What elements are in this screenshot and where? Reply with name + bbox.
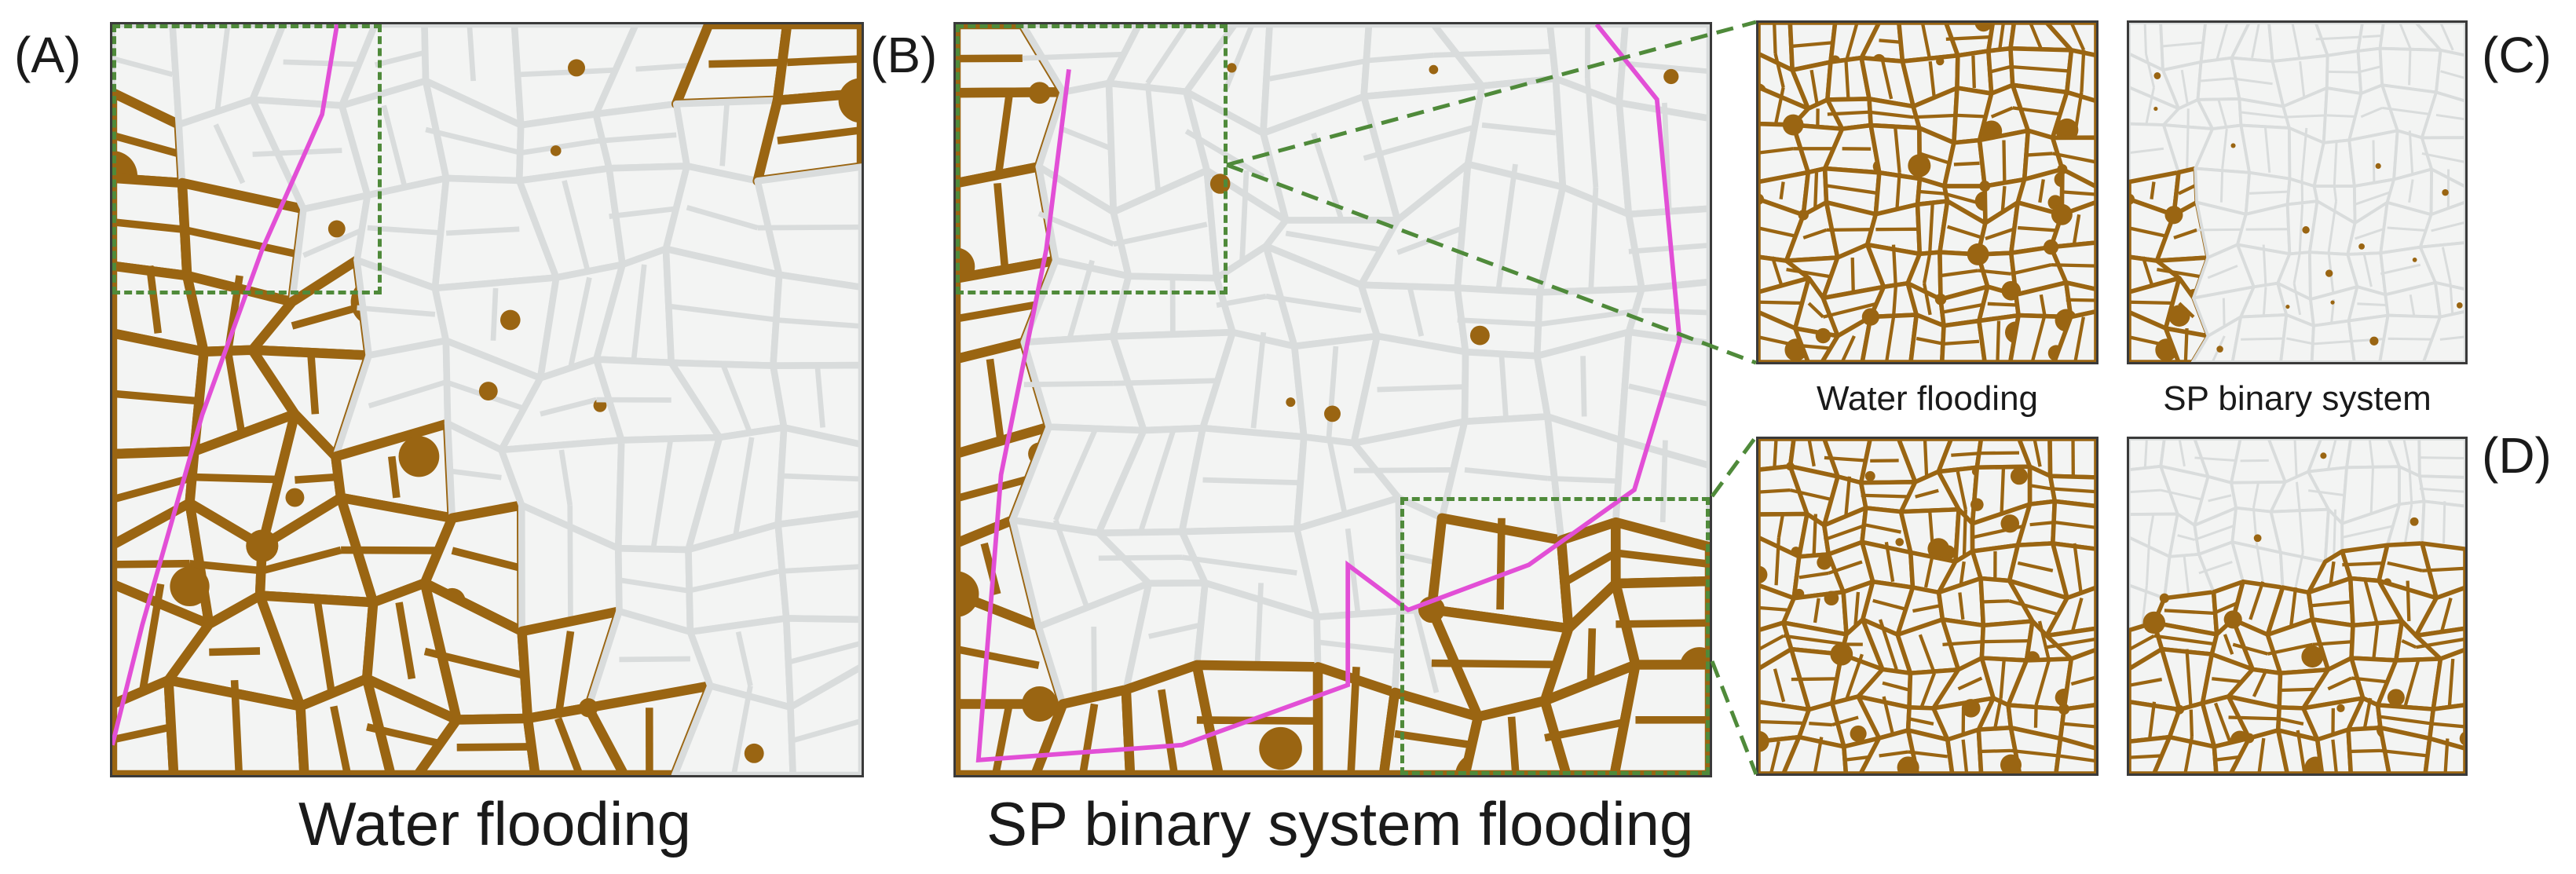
pore-channels: [112, 24, 862, 775]
panel-label-a: (A): [14, 27, 82, 83]
inset-water-flooding-bottom: [1756, 437, 2098, 776]
inset-water-flooding-top: [1756, 20, 2098, 364]
pore-channels: [2129, 23, 2465, 362]
connector-line-bottom-1: [1710, 435, 1758, 498]
inset-pore-network-d1: [1758, 439, 2096, 773]
inset-sp-binary-top: [2127, 20, 2468, 364]
micromodel-pore-network-a: [112, 24, 862, 775]
inset-pore-network-d2: [2129, 439, 2465, 773]
zoom-region-box-b-bottom: [1400, 497, 1710, 775]
inset-caption-sp-binary: SP binary system: [2163, 379, 2431, 418]
pore-channels: [1758, 439, 2096, 773]
zoom-region-box-a: [112, 24, 382, 295]
sp-flooding-micromodel-image: [953, 22, 1712, 777]
water-flooding-micromodel-image: [110, 22, 864, 777]
inset-pore-network-c1: [1758, 23, 2096, 362]
caption-water-flooding: Water flooding: [298, 789, 692, 858]
panel-label-c: (C): [2482, 27, 2552, 83]
zoom-region-box-b-top: [956, 24, 1228, 295]
pore-channels: [2129, 439, 2465, 773]
connector-line-bottom-2: [1710, 660, 1758, 775]
inset-pore-network-c2: [2129, 23, 2465, 362]
inset-caption-water-flooding: Water flooding: [1816, 379, 2039, 418]
inset-sp-binary-bottom: [2127, 437, 2468, 776]
caption-sp-binary-system-flooding: SP binary system flooding: [986, 789, 1694, 858]
displacement-front-outline: [112, 24, 340, 746]
panel-label-d: (D): [2482, 427, 2552, 484]
pore-channels: [1758, 23, 2096, 362]
panel-label-b: (B): [870, 27, 938, 83]
